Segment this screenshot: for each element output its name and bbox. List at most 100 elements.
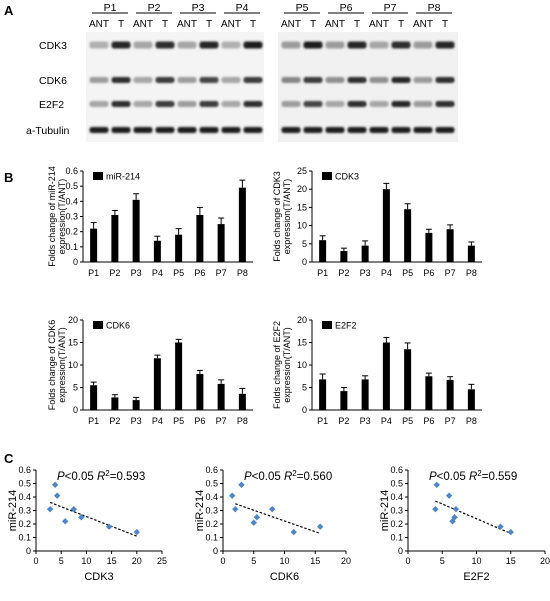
scatter-point: [70, 505, 77, 513]
bar: [111, 214, 119, 262]
scatter-point: [133, 528, 140, 536]
y-axis-label: Folds change of CDK3: [272, 171, 282, 262]
y-tick-label: 5: [302, 239, 307, 249]
x-axis-label: CDK3: [84, 571, 113, 583]
x-tick-label: P5: [173, 268, 184, 278]
bar: [217, 383, 225, 410]
bar: [132, 199, 140, 262]
legend-label: CDK6: [106, 321, 130, 331]
x-tick-label: P2: [109, 416, 120, 426]
patient-label-p1: P1: [104, 2, 117, 14]
scatter-point: [507, 528, 514, 536]
protein-label: CDK6: [39, 75, 67, 87]
y-axis-label: miR-214: [7, 490, 19, 532]
blot-band: [391, 127, 411, 133]
blot-band: [413, 101, 433, 107]
blot-band: [325, 77, 345, 83]
blot-band: [281, 41, 301, 49]
blot-band: [303, 101, 323, 107]
blot-band: [413, 41, 433, 49]
blot-band: [221, 77, 241, 83]
blot-band: [221, 101, 241, 107]
x-tick-label: P8: [466, 416, 477, 426]
scatter-point: [497, 523, 504, 530]
x-tick-label: P6: [423, 416, 434, 426]
stat-r-value: =0.593: [110, 471, 146, 483]
x-tick-label: 15: [107, 556, 117, 566]
bar: [175, 234, 183, 262]
x-tick-label: P2: [109, 268, 120, 278]
x-tick-label: P8: [466, 268, 477, 278]
blot-band: [303, 41, 323, 49]
bar: [196, 374, 204, 410]
scatter-point: [452, 505, 460, 513]
y-tick-label: 0.4: [18, 492, 31, 502]
blot-band: [111, 127, 131, 133]
x-tick-label: 5: [251, 556, 256, 566]
y-tick-label: 0.4: [205, 492, 218, 502]
stat-annotation: P<0.05 R2=0.593: [57, 469, 145, 483]
blot-band: [89, 41, 109, 49]
blot-band: [133, 77, 153, 83]
y-tick-label: 15: [297, 202, 307, 212]
blot-band: [177, 127, 197, 133]
y-tick-label: 0: [73, 405, 78, 415]
x-tick-label: P8: [237, 268, 248, 278]
bar: [238, 187, 246, 262]
lane-label-t: T: [310, 19, 316, 30]
y-tick-label: 10: [68, 360, 78, 370]
bar: [361, 245, 369, 262]
x-tick-label: P4: [152, 268, 163, 278]
stat-r-value: =0.560: [297, 471, 333, 483]
lane-label-t: T: [250, 19, 256, 30]
blot-band: [155, 77, 175, 83]
bar: [196, 214, 204, 262]
stat-r: R: [97, 471, 105, 483]
bar: [90, 228, 98, 262]
blot-band: [133, 101, 153, 107]
y-tick-label: 15: [297, 338, 307, 348]
x-tick-label: P3: [360, 416, 371, 426]
x-axis-label: E2F2: [463, 571, 489, 583]
scatter-point: [250, 519, 257, 526]
x-tick-label: P3: [131, 416, 142, 426]
blot-band: [435, 101, 455, 107]
stat-p: P: [244, 471, 252, 483]
y-axis-label: expression(T/ANT): [282, 179, 292, 255]
panel-letter-b: B: [4, 170, 13, 185]
blot-band: [155, 41, 175, 49]
x-tick-label: P6: [194, 416, 205, 426]
x-tick-label: 10: [81, 556, 91, 566]
legend-label: CDK3: [335, 172, 359, 182]
scatter-point: [290, 528, 297, 536]
bar-chart-cdk6: 0 5 10 15 20 Folds change of CDK6 expression(T…: [47, 315, 253, 426]
scatter-point: [238, 481, 245, 489]
x-tick-label: P5: [402, 268, 413, 278]
blot-band: [111, 41, 131, 49]
blot-band: [221, 41, 241, 49]
blot-band: [413, 127, 433, 133]
legend-swatch: [93, 321, 103, 329]
lane-label-ant: ANT: [413, 19, 433, 30]
y-tick-label: 5: [302, 383, 307, 393]
x-tick-label: 5: [440, 556, 445, 566]
y-tick-label: 0.1: [205, 533, 218, 543]
bar-chart-e2f2: 0 5 10 15 20 Folds change of E2F2 expression(T…: [272, 315, 482, 426]
lane-label-t: T: [118, 19, 124, 30]
lane-label-t: T: [442, 19, 448, 30]
x-tick-label: P4: [152, 416, 163, 426]
blot-band: [369, 77, 389, 83]
patient-label-p7: P7: [384, 2, 397, 14]
y-tick-label: 0: [26, 546, 31, 556]
blot-band: [177, 41, 197, 49]
blot-band: [177, 77, 197, 83]
stat-p-value: <0.05: [65, 471, 97, 483]
y-tick-label: 0: [73, 257, 78, 267]
blot-band: [155, 101, 175, 107]
bar: [425, 232, 433, 262]
bar-chart-mir214: 0 0.1 0.2 0.3 0.4 0.5 0.6 Folds change of miR-2…: [47, 166, 253, 278]
bar: [217, 224, 225, 262]
bar: [404, 349, 412, 410]
blot-band: [303, 77, 323, 83]
